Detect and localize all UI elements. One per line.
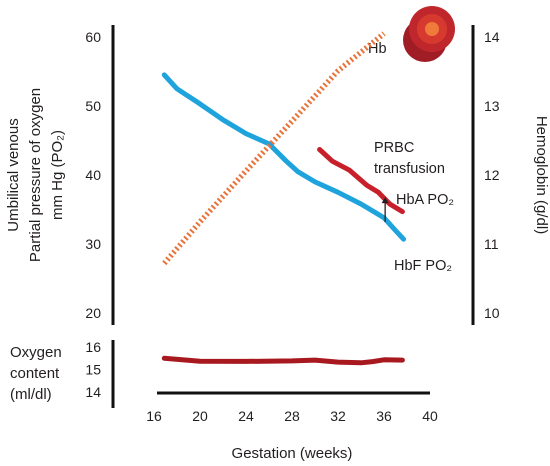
right-y-tick-label-0: 10 <box>484 305 500 321</box>
red-blood-cell-icon <box>403 6 455 62</box>
series-lines <box>161 31 407 366</box>
x-tick-label-5: 36 <box>376 408 392 424</box>
series-line-hb <box>162 31 386 266</box>
left-y-tick-label-1: 30 <box>85 236 101 252</box>
series-line-hbf-po <box>161 72 407 242</box>
oxygen-y-tick-label-2: 16 <box>85 339 101 355</box>
right-y-tick-label-4: 14 <box>484 29 500 45</box>
x-tick-label-2: 24 <box>238 408 254 424</box>
oxygen-axis-title-line-3: (ml/dl) <box>10 386 52 403</box>
series-line-hba-po <box>317 147 405 215</box>
x-tick-label-6: 40 <box>422 408 438 424</box>
x-tick-label-3: 28 <box>284 408 300 424</box>
tick-labels: 20 30 40 50 60 10 11 12 13 14 14 15 16 16 20 24 28 32 36 40 <box>85 29 499 424</box>
left-y-axis-title-line-1: Umbilical venous <box>5 118 22 231</box>
left-y-tick-label-0: 20 <box>85 305 101 321</box>
left-y-axis-title-line-3: mm Hg (PO₂) <box>49 130 66 220</box>
left-y-tick-label-4: 60 <box>85 29 101 45</box>
right-y-tick-label-1: 11 <box>484 236 499 252</box>
hb-label: Hb <box>368 41 387 57</box>
prbc-label-line-1: PRBC <box>374 140 414 156</box>
left-y-tick-label-2: 40 <box>85 167 101 183</box>
transfusion-arrow <box>381 197 389 222</box>
oxygen-y-tick-label-0: 14 <box>85 384 101 400</box>
oxygen-y-tick-label-1: 15 <box>85 362 101 378</box>
series-line-oxygen-content <box>161 355 405 366</box>
hbf-po2-label: HbF PO₂ <box>394 258 452 274</box>
left-y-tick-label-3: 50 <box>85 98 101 114</box>
right-y-tick-label-3: 13 <box>484 98 500 114</box>
right-y-tick-label-2: 12 <box>484 167 500 183</box>
left-y-axis-title-line-2: Partial pressure of oxygen <box>27 88 44 262</box>
oxygen-axis-title-line-2: content <box>10 365 60 382</box>
x-axis-title: Gestation (weeks) <box>232 445 353 462</box>
right-y-axis-title: Hemoglobin (g/dl) <box>533 116 550 234</box>
x-tick-label-4: 32 <box>330 408 346 424</box>
oxygen-axis-title-line-1: Oxygen <box>10 344 62 361</box>
x-tick-label-0: 16 <box>146 408 162 424</box>
hba-po2-label: HbA PO₂ <box>396 192 454 208</box>
left-y-axis-title: Umbilical venous Partial pressure of oxy… <box>5 88 66 262</box>
x-tick-label-1: 20 <box>192 408 208 424</box>
arrow-head <box>381 197 389 204</box>
prbc-label-line-2: transfusion <box>374 161 445 177</box>
